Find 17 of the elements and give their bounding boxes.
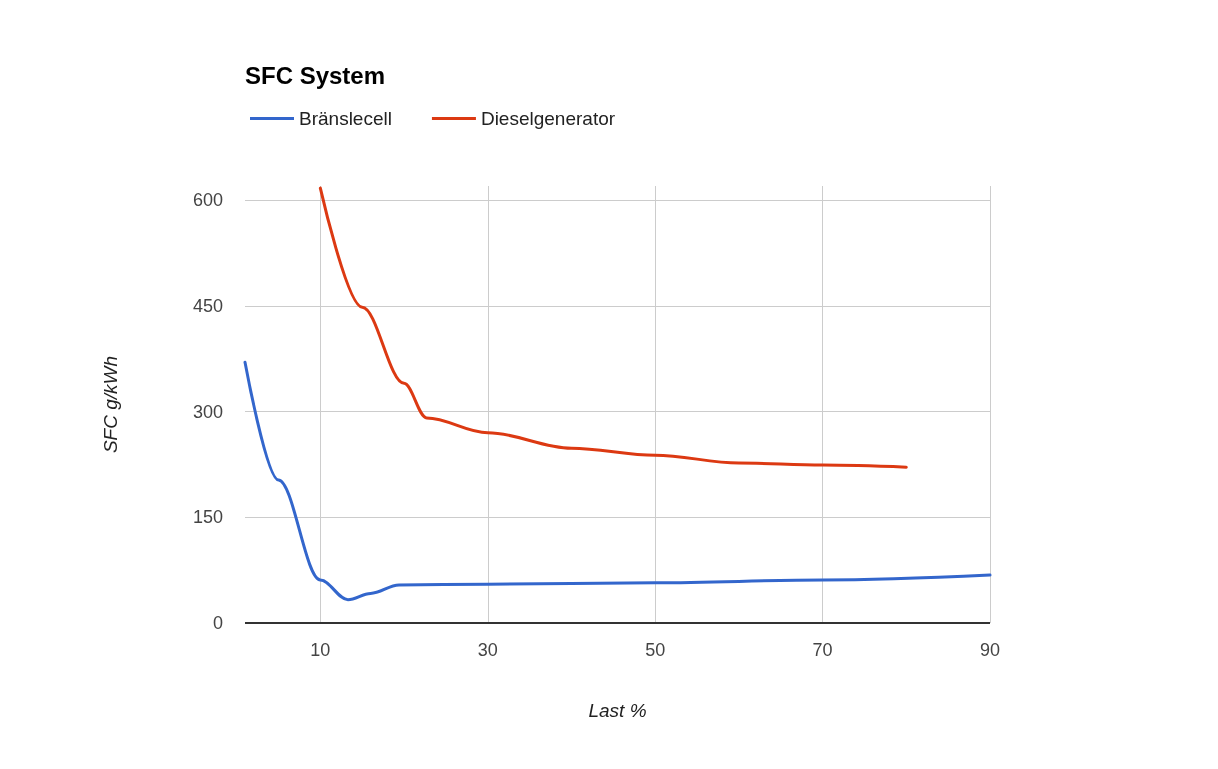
legend-label: Bränslecell xyxy=(299,108,392,129)
x-tick-label: 30 xyxy=(477,640,498,660)
x-tick-label: 50 xyxy=(645,640,666,660)
x-axis-title: Last % xyxy=(588,700,647,721)
x-tick-label: 90 xyxy=(979,640,1001,660)
y-tick-label: 300 xyxy=(192,401,223,422)
line-series xyxy=(243,360,992,602)
x-tick-label: 70 xyxy=(812,640,833,660)
chart-title: SFC System xyxy=(245,61,386,89)
y-tick-label: 150 xyxy=(192,507,223,528)
line-series xyxy=(318,186,908,469)
y-tick-label: 450 xyxy=(192,295,223,316)
legend-label: Dieselgenerator xyxy=(480,108,616,129)
x-tick-label: 10 xyxy=(310,640,331,660)
y-tick-label: 600 xyxy=(192,190,223,211)
y-tick-label: 0 xyxy=(212,613,223,633)
y-axis-title: SFC g/kWh xyxy=(100,355,121,454)
